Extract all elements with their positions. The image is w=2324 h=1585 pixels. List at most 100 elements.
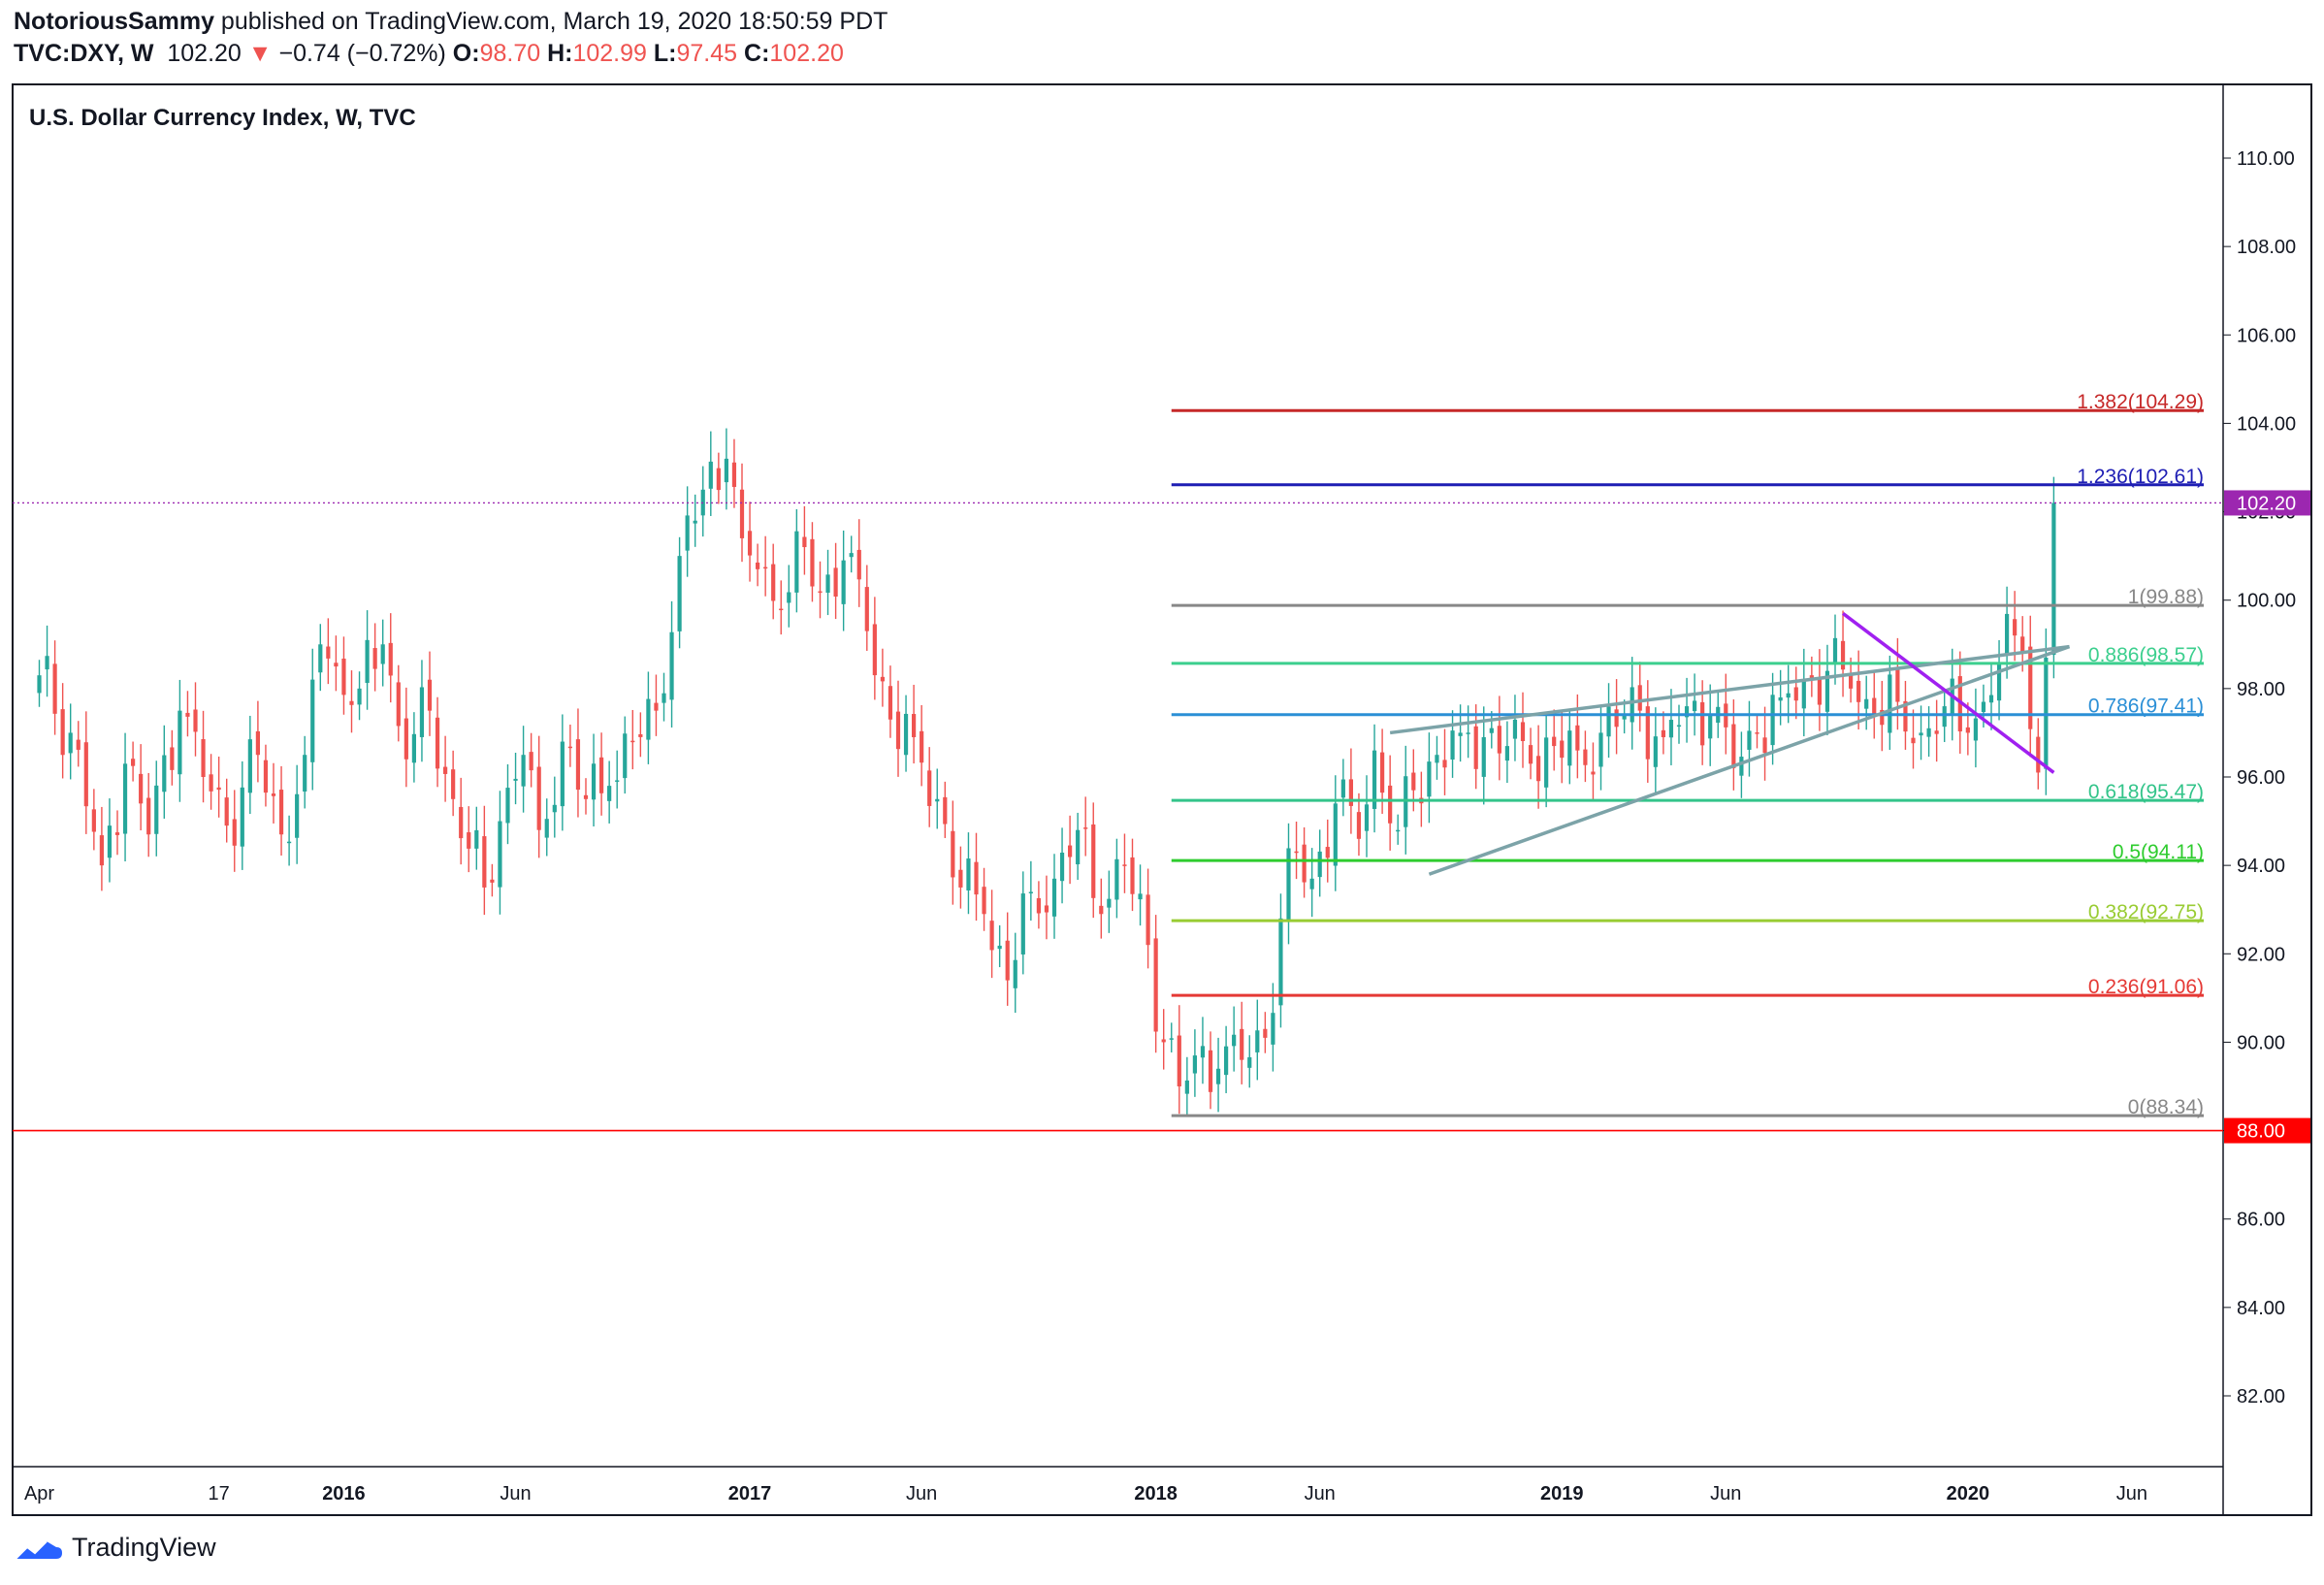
candle-body (1520, 722, 1526, 742)
candle-body (1832, 637, 1838, 663)
candle-body (849, 553, 854, 558)
candle-body (1739, 757, 1744, 776)
footer: TradingView (14, 1533, 216, 1563)
candle-body (521, 755, 526, 787)
fib-level-label: 0.618(95.47) (2088, 781, 2204, 803)
candle-body (1849, 672, 1854, 689)
candle-body (482, 836, 487, 888)
candle-body (1864, 698, 1869, 709)
candle-body (1668, 720, 1674, 738)
candle-body (1184, 1080, 1189, 1094)
fib-level-label: 0.236(91.06) (2088, 976, 2204, 998)
candle-body (76, 739, 81, 750)
candle-body (263, 760, 269, 793)
high-value: 102.99 (572, 40, 647, 67)
fib-level-label: 1(99.88) (2128, 586, 2204, 608)
brand-name[interactable]: TradingView (72, 1533, 216, 1562)
chart-title: U.S. Dollar Currency Index, W, TVC (29, 105, 416, 131)
candle-body (1622, 715, 1627, 720)
open-label: O: (452, 40, 480, 67)
price-tick-label: 108.00 (2237, 237, 2296, 258)
candle-body (357, 688, 362, 705)
candle-body (615, 780, 620, 782)
candle-body (365, 639, 370, 684)
candle-body (45, 656, 49, 670)
candle-body (114, 832, 120, 835)
candle-body (1177, 1035, 1181, 1086)
candle-body (966, 858, 971, 890)
candle-body (411, 733, 416, 763)
time-tick-label: Jun (500, 1483, 531, 1504)
candle-body (1512, 719, 1518, 739)
candle-body (1676, 725, 1682, 728)
candle-body (912, 714, 917, 737)
candle-body (1302, 844, 1307, 883)
publish-info: NotoriousSammy published on TradingView.… (14, 8, 888, 36)
candle-body (662, 693, 666, 703)
candle-body (599, 757, 604, 793)
candle-body (1778, 696, 1783, 701)
candle-body (1427, 761, 1432, 797)
candle-body (37, 675, 42, 694)
candle-body (1286, 848, 1291, 922)
candle-body (1770, 695, 1775, 746)
time-tick-label: 2018 (1134, 1483, 1178, 1504)
candle-body (951, 830, 955, 878)
candle-body (856, 549, 861, 580)
candle-body (1552, 736, 1557, 747)
candle-body (232, 819, 237, 846)
candle-body (271, 793, 276, 796)
candle-body (467, 832, 471, 849)
candle-body (1583, 749, 1588, 765)
candle-body (1051, 878, 1057, 917)
last-price: 102.20 (167, 40, 242, 67)
candle-body (1988, 695, 1994, 703)
candle-body (997, 945, 1002, 950)
candle-body (1560, 740, 1565, 759)
candle-body (1731, 724, 1736, 768)
candle-body (872, 624, 877, 676)
candle-body (756, 562, 760, 569)
candle-body (1122, 864, 1127, 866)
candle-body (810, 538, 815, 587)
candle-body (1567, 730, 1572, 766)
candle-body (864, 587, 869, 631)
time-tick-label: Jun (1710, 1483, 1741, 1504)
candle-body (833, 567, 838, 598)
author-name[interactable]: NotoriousSammy (14, 8, 214, 35)
candle-body (1919, 732, 1923, 736)
candle-body (1200, 1046, 1206, 1058)
candle-body (739, 489, 745, 538)
candle-body (2036, 736, 2041, 773)
candle-body (1504, 746, 1509, 761)
candle-body (1793, 687, 1798, 701)
candle-body (1840, 640, 1846, 670)
candle-body (146, 797, 151, 835)
candle-body (1450, 730, 1455, 760)
candle-body (490, 879, 495, 883)
price-tick-label: 106.00 (2237, 325, 2296, 346)
price-tick-label: 98.00 (2237, 679, 2285, 700)
candle-body (802, 536, 807, 548)
candle-body (1693, 700, 1697, 712)
candle-body (536, 766, 541, 830)
time-tick-label: 2016 (322, 1483, 366, 1504)
candle-body (170, 747, 175, 770)
candle-body (731, 462, 737, 487)
candle-body (83, 742, 88, 807)
last-price-badge (2224, 490, 2310, 516)
candle-body (1005, 940, 1010, 981)
candle-body (693, 520, 697, 524)
candle-body (2005, 613, 2010, 655)
candle-body (1466, 732, 1470, 734)
candle-body (1708, 715, 1713, 739)
candle-body (154, 785, 159, 834)
candle-body (1895, 668, 1900, 702)
candle-body (1020, 893, 1025, 954)
time-tick-label: Jun (2116, 1483, 2147, 1504)
price-tick-label: 92.00 (2237, 944, 2285, 965)
candle-body (567, 746, 572, 749)
fib-level-label: 0(88.34) (2128, 1096, 2204, 1118)
candle-body (513, 778, 518, 781)
